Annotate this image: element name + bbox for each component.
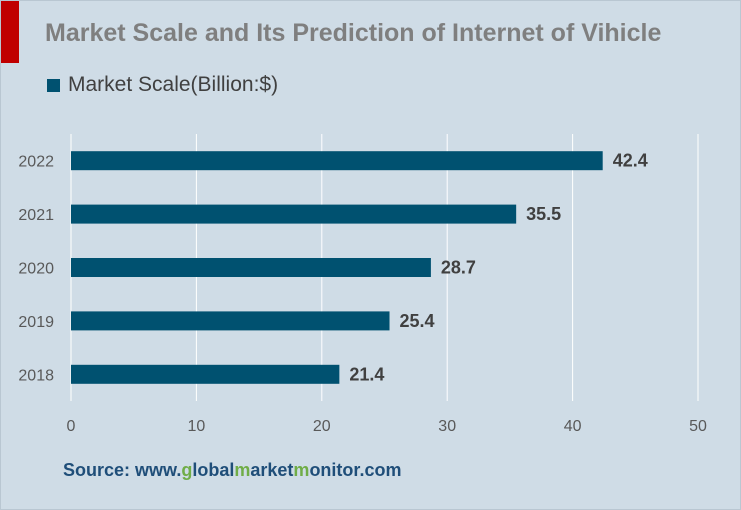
x-tick-label: 10 <box>188 418 206 435</box>
source-text-segment: arket <box>250 460 294 480</box>
bar-2019 <box>71 311 390 331</box>
data-label-2021: 35.5 <box>526 204 561 224</box>
source-highlight-letter: g <box>181 460 193 480</box>
source-text-segment: onitor <box>309 460 360 480</box>
data-label-2018: 21.4 <box>349 364 384 384</box>
data-label-2022: 42.4 <box>613 151 648 171</box>
data-label-2019: 25.4 <box>400 311 435 331</box>
x-tick-labels: 0 10 20 30 40 50 <box>67 418 707 435</box>
bar-2022 <box>71 151 603 171</box>
title-accent-bar <box>1 1 19 63</box>
bar-2018 <box>71 364 340 384</box>
data-labels: 21.4 25.4 28.7 35.5 42.4 <box>349 151 647 385</box>
x-tick-label: 0 <box>67 418 76 435</box>
source-suffix: .com <box>359 460 402 480</box>
source-credit: Source: www.globalmarketmonitor.com <box>63 460 401 481</box>
source-prefix: Source: www. <box>63 460 182 480</box>
bars <box>71 151 603 384</box>
legend-label: Market Scale(Billion:$) <box>68 73 279 96</box>
category-labels: 2018 2019 2020 2021 2022 <box>18 154 54 385</box>
source-highlight-letter: m <box>234 460 251 480</box>
x-tick-label: 40 <box>564 418 582 435</box>
source-highlight-letter: m <box>293 460 310 480</box>
chart-title: Market Scale and Its Prediction of Inter… <box>45 19 662 47</box>
x-tick-label: 50 <box>689 418 707 435</box>
category-label-2020: 2020 <box>18 261 54 278</box>
source-domain: globalmarketmonitor <box>181 460 359 480</box>
bar-2020 <box>71 258 431 277</box>
category-label-2019: 2019 <box>18 314 54 331</box>
source-text-segment: lobal <box>192 460 235 480</box>
legend-swatch <box>47 78 60 92</box>
category-label-2018: 2018 <box>18 367 54 384</box>
category-label-2022: 2022 <box>18 154 54 171</box>
data-label-2020: 28.7 <box>441 258 476 278</box>
category-label-2021: 2021 <box>18 207 54 224</box>
x-tick-label: 20 <box>313 418 331 435</box>
legend: Market Scale(Billion:$) <box>47 73 278 97</box>
x-tick-label: 30 <box>438 418 456 435</box>
bar-2021 <box>71 204 517 224</box>
